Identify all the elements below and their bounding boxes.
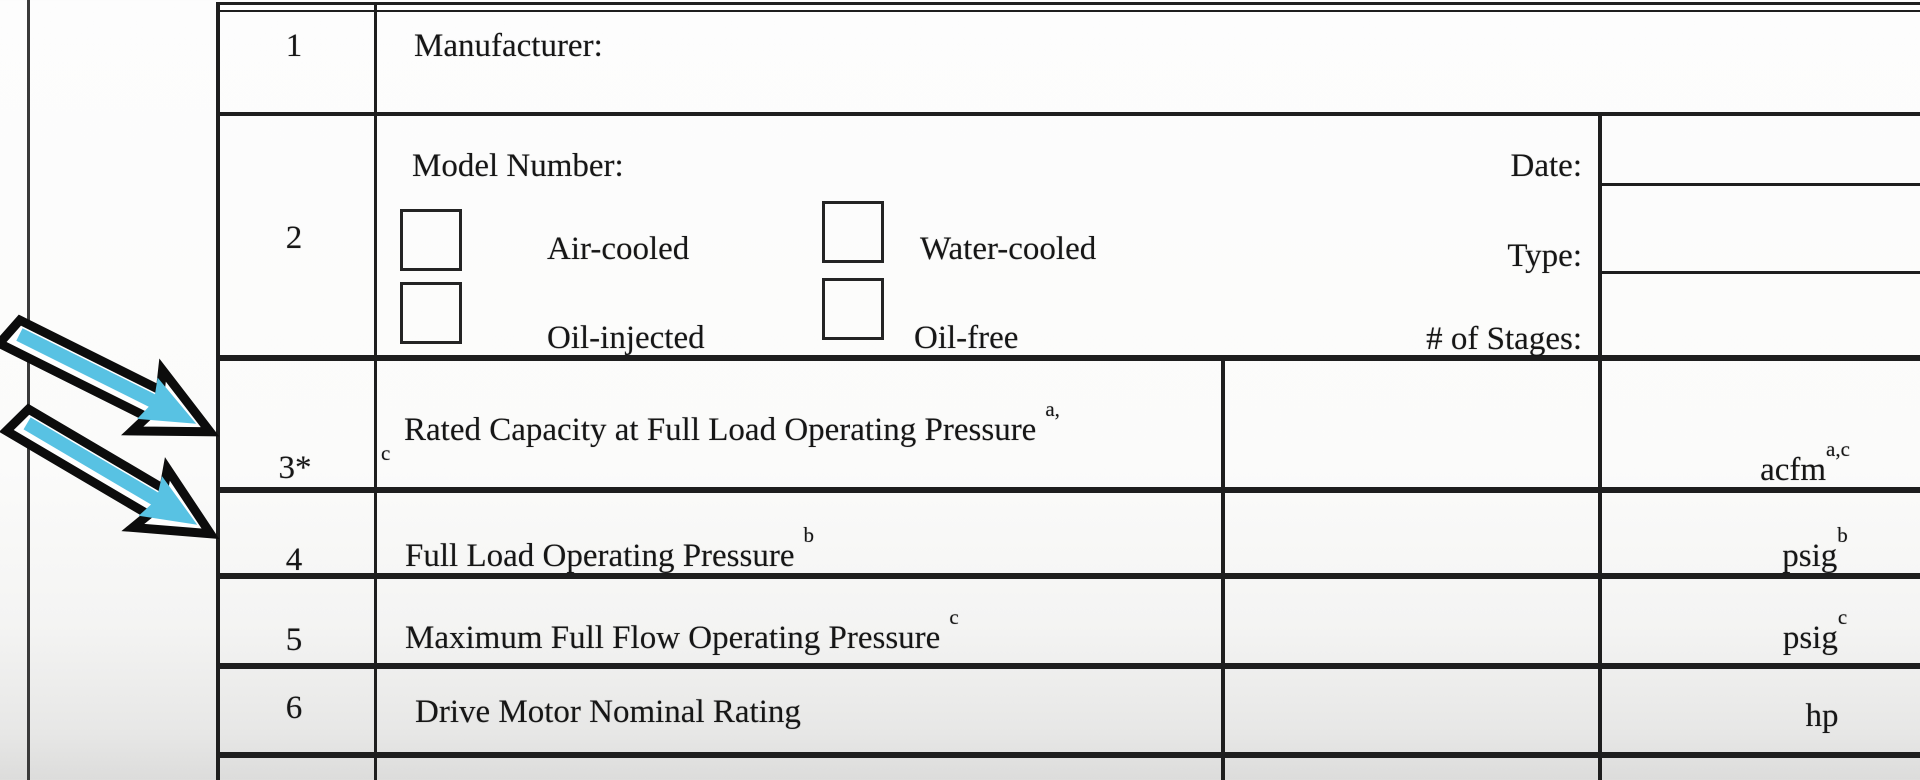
date-field[interactable]: [1606, 120, 1920, 182]
checkbox-oil-injected[interactable]: [400, 282, 462, 344]
stages-label: # of Stages:: [1426, 321, 1582, 357]
checkbox-oil-free-label: Oil-free: [914, 320, 1019, 356]
row5-value-cell[interactable]: [1229, 581, 1595, 659]
row3-unit: acfma,c: [1760, 437, 1850, 489]
checkbox-oil-free[interactable]: [822, 278, 884, 340]
row2-number: 2: [285, 220, 303, 256]
row5-unit: psigc: [1782, 605, 1848, 657]
type-field-underline: [1598, 271, 1920, 274]
table-left-border: [216, 2, 220, 780]
row3-description: Rated Capacity at Full Load Operating Pr…: [404, 397, 1060, 449]
unit-column-divider: [1598, 113, 1602, 780]
callout-arrows: [0, 314, 220, 539]
row1-number: 1: [285, 28, 303, 64]
checkbox-water-cooled[interactable]: [822, 201, 884, 263]
model-number-label: Model Number:: [412, 148, 624, 184]
row4-value-cell[interactable]: [1229, 495, 1595, 569]
date-label: Date:: [1510, 148, 1582, 184]
row4-unit: psigb: [1782, 523, 1848, 575]
row4-unit-sup: b: [1837, 523, 1848, 547]
value-column-divider: [1221, 356, 1225, 780]
checkbox-water-cooled-label: Water-cooled: [920, 231, 1097, 267]
row2-bottom-border: [216, 355, 1920, 361]
row5-unit-sup: c: [1837, 605, 1848, 629]
date-field-underline: [1598, 183, 1920, 186]
row3-unit-sup: a,c: [1826, 437, 1850, 461]
checkbox-air-cooled-label: Air-cooled: [547, 231, 690, 267]
row6-bottom-border: [216, 752, 1920, 758]
row6-description: Drive Motor Nominal Rating: [415, 694, 801, 730]
checkbox-oil-injected-label: Oil-injected: [547, 320, 705, 356]
page-left-rule: [27, 0, 30, 780]
row1-label: Manufacturer:: [414, 28, 603, 64]
row6-value-cell[interactable]: [1229, 671, 1595, 749]
row6-unit: hp: [1805, 698, 1839, 734]
row3-description-wrap-sup: c: [381, 441, 391, 465]
stages-field[interactable]: [1606, 278, 1920, 354]
pointer-arrow-row4: [0, 403, 220, 539]
row5-description: Maximum Full Flow Operating Pressurec: [405, 605, 959, 657]
row3-bottom-border: [216, 487, 1920, 493]
type-label: Type:: [1507, 238, 1582, 274]
checkbox-air-cooled[interactable]: [400, 209, 462, 271]
pointer-arrow-row3: [0, 314, 220, 437]
row4-number: 4: [285, 542, 303, 578]
row4-description: Full Load Operating Pressureb: [405, 523, 815, 575]
row5-bottom-border: [216, 663, 1920, 669]
row1-value-cell[interactable]: [720, 18, 1900, 108]
row3-number: 3*: [278, 450, 312, 486]
row1-bottom-border: [216, 112, 1920, 116]
row5-number: 5: [285, 622, 303, 658]
row3-value-cell[interactable]: [1229, 365, 1595, 483]
table-top-border-inner: [216, 10, 1920, 12]
row4-footnote-sup: b: [803, 523, 815, 547]
row5-footnote-sup: c: [949, 605, 959, 629]
row3-footnote-sup: a,: [1045, 397, 1060, 421]
row4-bottom-border: [216, 573, 1920, 579]
type-field[interactable]: [1606, 190, 1920, 270]
table-top-border-outer: [216, 2, 1920, 5]
row6-number: 6: [285, 690, 303, 726]
number-column-divider: [374, 2, 377, 780]
